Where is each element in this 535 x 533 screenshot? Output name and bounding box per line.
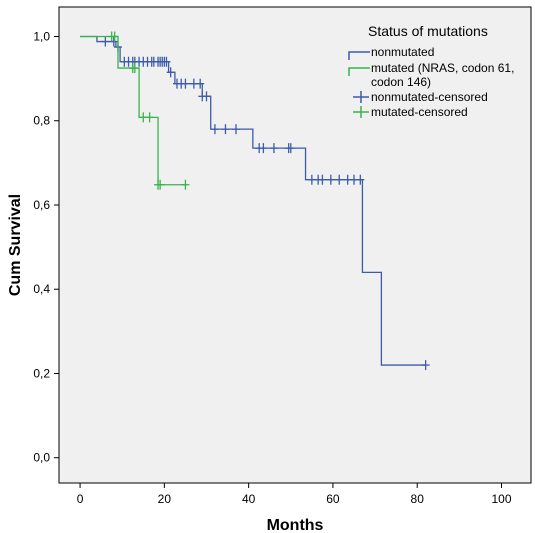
censored-mark	[232, 124, 240, 135]
censored-mark	[221, 124, 230, 135]
legend: Status of mutations nonmutated mutated (N…	[348, 23, 514, 119]
censored-mark	[109, 36, 118, 47]
legend-line-marker	[348, 67, 370, 76]
x-tick-label: 0	[77, 492, 84, 506]
x-axis: 0 20 40 60 80 100	[77, 483, 512, 506]
y-tick-label: 0,2	[33, 366, 50, 380]
survival-curve-nonmutated	[80, 35, 426, 366]
legend-label: nonmutated	[371, 45, 434, 59]
y-tick-label: 0,0	[33, 451, 50, 465]
legend-label: mutated (NRAS, codon 61,	[371, 61, 514, 75]
censored-mark	[421, 360, 430, 371]
censored-mark	[210, 124, 219, 135]
y-tick-label: 0,4	[33, 282, 50, 296]
legend-label: mutated-censored	[371, 105, 468, 119]
y-tick-label: 0,6	[33, 198, 50, 212]
censored-mark	[145, 112, 154, 123]
censored-mark	[335, 174, 344, 185]
legend-title: Status of mutations	[368, 23, 488, 39]
y-tick-label: 0,8	[33, 114, 50, 128]
legend-entry: mutated (NRAS, codon 61,codon 146)	[348, 61, 514, 89]
y-axis: 0,0 0,2 0,4 0,6 0,8 1,0	[33, 29, 59, 465]
y-axis-title: Cum Survival	[7, 194, 24, 296]
plot-area	[58, 6, 532, 484]
censored-mark	[326, 174, 335, 185]
censored-mark	[181, 78, 190, 89]
y-tick-label: 1,0	[33, 29, 50, 43]
censored-mark	[286, 143, 295, 154]
legend-entry: mutated-censored	[353, 105, 468, 119]
x-tick-label: 40	[242, 492, 256, 506]
x-axis-title: Months	[267, 517, 324, 533]
series-layer	[80, 31, 430, 371]
legend-entry: nonmutated-censored	[353, 90, 488, 104]
x-tick-label: 100	[491, 492, 511, 506]
censored-mark	[162, 56, 171, 67]
censored-mark	[259, 143, 268, 154]
censored-mark	[130, 63, 139, 74]
censored-mark	[269, 143, 278, 154]
legend-label: codon 146)	[371, 75, 431, 89]
legend-line-marker	[348, 51, 370, 60]
x-tick-label: 60	[326, 492, 340, 506]
censored-mark	[156, 179, 165, 190]
censored-mark	[356, 174, 365, 185]
survival-curve-mutated	[80, 35, 186, 186]
censored-mark	[196, 78, 205, 89]
censored-mark	[202, 91, 211, 102]
series-nonmutated	[80, 35, 430, 371]
x-tick-label: 20	[158, 492, 172, 506]
censored-mark	[110, 31, 119, 42]
x-tick-label: 80	[411, 492, 425, 506]
legend-label: nonmutated-censored	[371, 90, 488, 104]
censored-mark	[181, 179, 190, 190]
censored-mark	[318, 174, 327, 185]
censored-mark	[166, 67, 175, 78]
legend-entry: nonmutated	[348, 45, 434, 60]
series-mutated	[80, 31, 190, 190]
censored-mark	[101, 36, 110, 47]
